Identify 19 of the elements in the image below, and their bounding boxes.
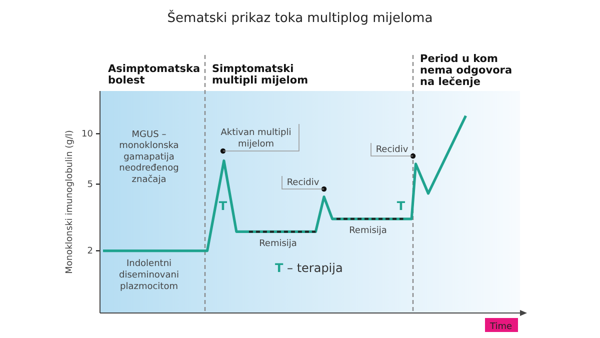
chart-title: Šematski prikaz toka multiplog mijeloma [167,9,433,26]
annotation: Indolentni diseminovani plazmocitom [119,259,179,292]
y-tick-label: 2 [87,246,93,257]
annotation: T – terapija [275,261,343,275]
text: Asimptomatska bolest [108,63,200,86]
annotation: Recidiv [286,178,320,188]
text: Period u kom nema odgovora na lečenje [420,53,512,88]
annotation: Remisija [259,239,297,249]
annotation: Recidiv [376,145,409,155]
annotation: T [218,199,228,213]
y-tick-label: 10 [82,130,94,140]
annotation: Aktivan multipli mijelom [220,128,292,150]
text: Time [488,322,512,332]
annotation: Remisija [349,226,387,236]
text: Simptomatski multipli mijelom [212,63,308,86]
y-axis-title: Monoklonski imunoglobulin (g/l) [65,130,75,274]
annotation: T [396,199,406,213]
annotation: MGUS – monoklonska gamapatija neodređenog značaja [119,130,179,185]
y-tick-label: 5 [87,180,93,190]
